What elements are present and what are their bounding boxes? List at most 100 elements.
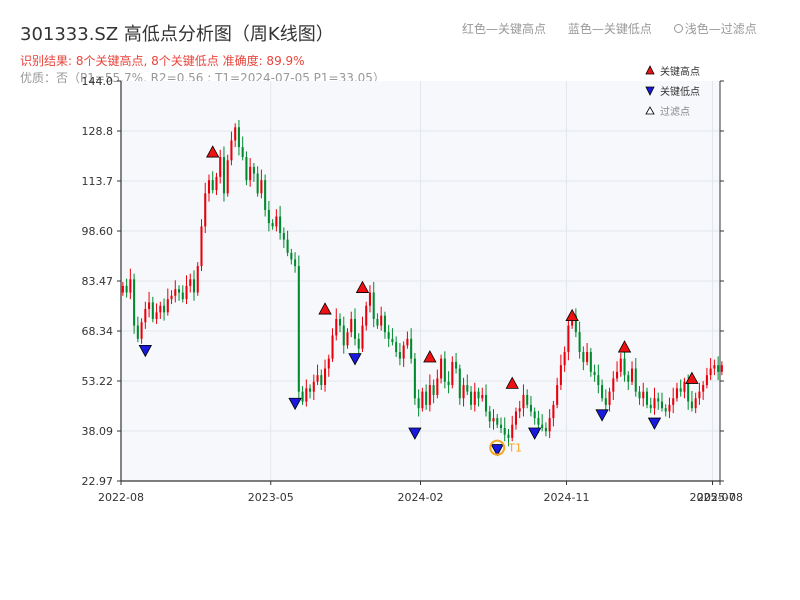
candle-body xyxy=(380,315,383,326)
candle-body xyxy=(612,378,615,392)
candle-body xyxy=(507,434,510,438)
candle-body xyxy=(241,147,244,158)
candle-body xyxy=(342,325,345,346)
y-tick-label: 83.47 xyxy=(82,275,114,288)
key-point-markers: T1 xyxy=(138,145,699,457)
candle-body xyxy=(638,391,641,399)
candle-body xyxy=(683,381,686,392)
candle-body xyxy=(619,358,622,372)
candle-body xyxy=(170,295,173,300)
legend-high-marker-icon xyxy=(645,65,655,75)
candle-body xyxy=(410,338,413,359)
candle-body xyxy=(432,385,435,395)
candle-body xyxy=(166,299,169,313)
candle-body xyxy=(720,365,723,372)
candle-body xyxy=(563,352,566,366)
candle-body xyxy=(196,266,199,293)
candle-body xyxy=(533,411,536,419)
candle-body xyxy=(204,193,207,227)
x-tick-label: 2023-05 xyxy=(248,491,294,504)
key-high-marker xyxy=(565,308,579,322)
candle-body xyxy=(350,318,353,333)
candle-body xyxy=(443,358,446,382)
key-low-marker xyxy=(528,427,542,440)
candle-body xyxy=(660,401,664,409)
legend-high-label: 关键高点 xyxy=(660,65,700,78)
x-tick-label: 2025-07 xyxy=(690,491,736,504)
legend-low-marker-icon xyxy=(645,86,655,96)
key-low-marker xyxy=(647,417,662,430)
y-tick-label: 38.09 xyxy=(82,425,114,438)
candle-body xyxy=(338,318,342,326)
candle-body xyxy=(215,176,218,191)
candle-body xyxy=(698,391,701,399)
candle-body xyxy=(421,391,424,409)
candle-body xyxy=(275,216,278,227)
candle-body xyxy=(320,375,323,386)
key-high-marker xyxy=(206,145,220,158)
candle-body xyxy=(226,160,229,194)
candle-body xyxy=(544,428,547,432)
candle-body xyxy=(245,157,248,181)
candle-body xyxy=(653,398,656,409)
candle-body xyxy=(492,418,495,422)
candles xyxy=(121,119,723,447)
y-tick-label: 22.97 xyxy=(82,475,114,488)
header-legend: 红色—关键高点 蓝色—关键低点 浅色—过滤点 xyxy=(462,20,775,37)
candle-body xyxy=(484,394,488,412)
candle-body xyxy=(230,140,233,161)
candle-body xyxy=(294,259,297,267)
candle-body xyxy=(237,127,240,148)
y-tick-label: 128.8 xyxy=(82,125,114,138)
candle-body xyxy=(324,368,327,386)
candle-body xyxy=(181,292,184,300)
key-low-marker xyxy=(595,409,609,422)
key-high-marker xyxy=(423,350,437,363)
legend-low-label: 关键低点 xyxy=(660,85,700,98)
candle-body xyxy=(499,424,503,429)
candle-body xyxy=(451,361,454,386)
x-tick-label: 2024-02 xyxy=(398,491,444,504)
candle-body xyxy=(267,209,270,224)
key-high-marker xyxy=(355,280,370,293)
candle-body xyxy=(694,398,697,409)
candle-body xyxy=(608,391,611,405)
candle-body xyxy=(601,385,604,399)
candle-body xyxy=(709,368,712,376)
key-high-marker xyxy=(318,302,332,315)
candle-body xyxy=(522,394,525,409)
candle-body xyxy=(705,375,708,386)
candle-body xyxy=(163,305,166,313)
candle-body xyxy=(301,391,304,402)
candle-body xyxy=(144,309,147,323)
candle-body xyxy=(668,404,671,412)
candle-body xyxy=(630,368,634,382)
candle-body xyxy=(174,289,177,296)
candle-body xyxy=(305,388,308,402)
candle-body xyxy=(466,385,469,392)
candle-body xyxy=(586,352,589,362)
candle-body xyxy=(361,325,364,349)
candle-body xyxy=(192,279,196,293)
candle-body xyxy=(642,391,645,399)
candle-body xyxy=(529,404,532,412)
candle-body xyxy=(623,358,626,376)
candle-body xyxy=(582,352,585,362)
candle-body xyxy=(413,358,416,399)
candle-body xyxy=(436,378,439,395)
candle-body xyxy=(185,285,188,300)
candle-body xyxy=(133,279,136,326)
candle-body xyxy=(541,424,544,429)
candle-body xyxy=(559,365,562,386)
candle-body xyxy=(282,233,285,240)
candle-body xyxy=(155,312,158,319)
candle-body xyxy=(391,338,394,343)
candle-body xyxy=(702,385,705,392)
candle-body xyxy=(425,391,428,405)
y-tick-label: 53.22 xyxy=(82,375,114,388)
candle-body xyxy=(387,332,390,339)
candle-body xyxy=(357,338,360,349)
candle-body xyxy=(279,216,282,234)
candle-body xyxy=(249,166,252,181)
candle-body xyxy=(290,252,293,260)
